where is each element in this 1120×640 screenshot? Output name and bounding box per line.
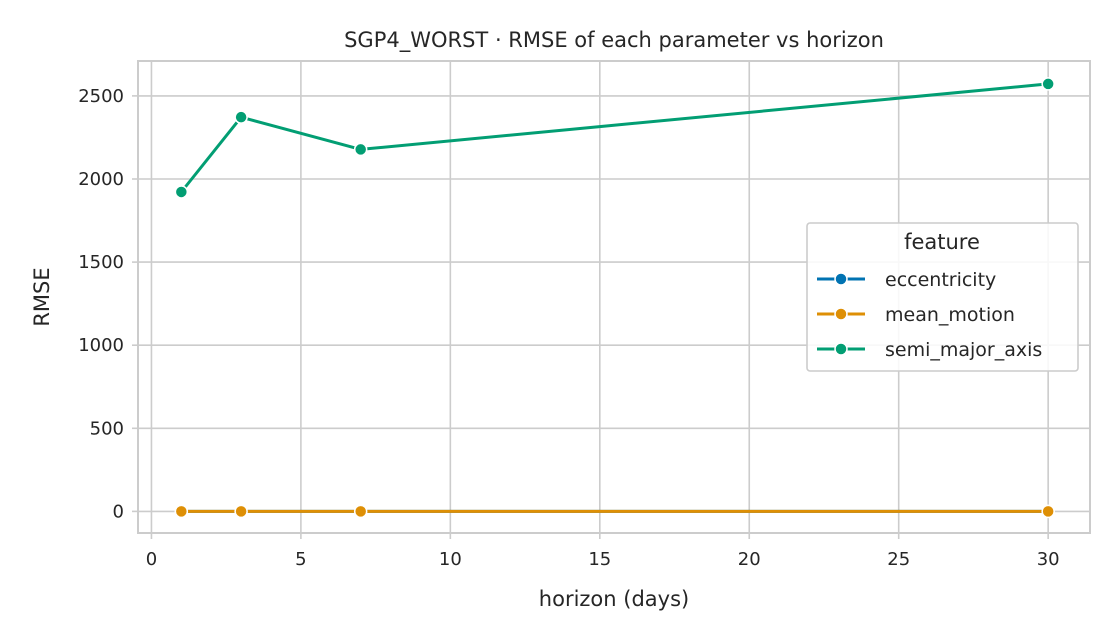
series-line [180, 82, 1049, 193]
data-point [234, 504, 248, 519]
legend-label: mean_motion [885, 304, 1015, 326]
ticks: 0 5 10 15 20 25 30 0 500 1000 1500 2000 2500 [78, 86, 1059, 570]
data-point [174, 504, 189, 519]
legend-item-eccentricity: eccentricity [817, 269, 996, 291]
legend-title: feature [904, 230, 980, 254]
series-semi_major_axis [174, 77, 1055, 199]
data-point [1041, 504, 1055, 519]
series-mean_motion [174, 504, 1055, 519]
y-axis-label: RMSE [30, 267, 54, 326]
legend-marker [834, 307, 848, 321]
data-point [174, 185, 189, 199]
x-tick-label: 5 [295, 549, 306, 570]
y-tick-label: 1500 [78, 252, 124, 273]
legend-item-mean_motion: mean_motion [817, 304, 1015, 326]
legend-marker [834, 342, 848, 356]
legend-label: eccentricity [885, 269, 996, 291]
y-tick-label: 2000 [78, 169, 124, 190]
chart-title: SGP4_WORST · RMSE of each parameter vs h… [344, 28, 884, 53]
legend-label: semi_major_axis [885, 339, 1042, 361]
y-tick-label: 1000 [78, 335, 124, 356]
data-point [353, 504, 368, 519]
legend: feature eccentricity mean_motion semi_majo… [806, 222, 1079, 372]
y-tick-label: 2500 [78, 86, 124, 107]
x-tick-label: 30 [1037, 549, 1060, 570]
x-tick-label: 20 [738, 549, 761, 570]
x-tick-label: 10 [439, 549, 462, 570]
x-tick-label: 25 [887, 549, 910, 570]
data-point [1041, 77, 1055, 91]
plot-frame [137, 60, 1091, 534]
x-axis-label: horizon (days) [539, 587, 689, 611]
data-point [353, 142, 368, 157]
y-tick-label: 500 [90, 418, 124, 439]
legend-marker [834, 272, 848, 286]
x-tick-label: 0 [146, 549, 157, 570]
legend-items: eccentricity mean_motion semi_major_axis [817, 269, 1042, 361]
legend-item-semi_major_axis: semi_major_axis [817, 339, 1042, 361]
x-tick-label: 15 [588, 549, 611, 570]
legend-box [806, 222, 1079, 372]
series-layer [174, 77, 1055, 519]
y-tick-label: 0 [113, 501, 124, 522]
data-point [234, 110, 248, 124]
